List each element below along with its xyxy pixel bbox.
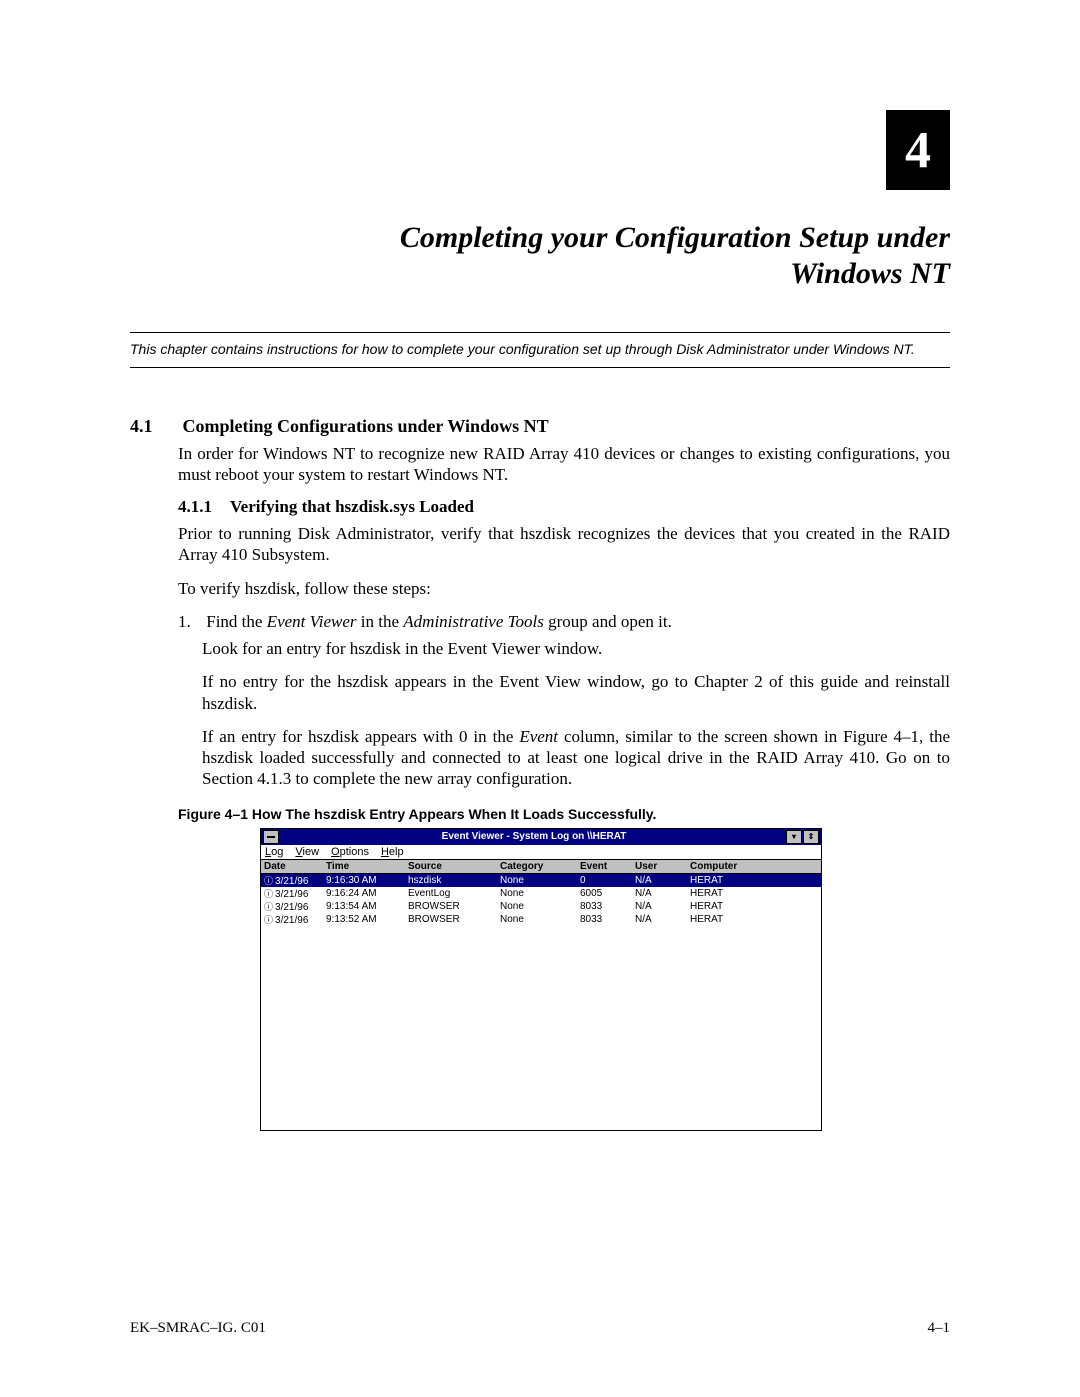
section-title: Completing Configurations under Windows … — [183, 416, 549, 436]
footer-right: 4–1 — [928, 1320, 951, 1337]
cell-computer: HERAT — [687, 873, 821, 887]
cell-computer: HERAT — [687, 913, 821, 926]
cell-date: 3/21/96 — [261, 873, 323, 887]
event-viewer-window: Event Viewer - System Log on \\HERAT Log… — [260, 828, 822, 1131]
table-row[interactable]: 3/21/969:16:30 AMhszdiskNone0N/AHERAT — [261, 873, 821, 887]
maximize-button[interactable] — [803, 830, 819, 844]
page: 4 Completing your Configuration Setup un… — [0, 0, 1080, 1397]
chapter-title: Completing your Configuration Setup unde… — [130, 220, 950, 292]
th-event[interactable]: Event — [577, 860, 632, 874]
cell-time: 9:13:52 AM — [323, 913, 405, 926]
chapter-title-line2: Windows NT — [790, 257, 950, 290]
section-4-1-1-p1: Prior to running Disk Administrator, ver… — [178, 523, 950, 566]
subsection-title: Verifying that hszdisk.sys Loaded — [230, 497, 474, 516]
p4-b: Event — [519, 727, 558, 746]
menu-help[interactable]: Help — [381, 846, 404, 858]
menu-log[interactable]: Log — [265, 846, 283, 858]
section-number: 4.1 — [130, 416, 178, 437]
step-marker: 1. — [178, 611, 202, 632]
step-1-text-b: Event Viewer — [267, 612, 357, 631]
cell-source: BROWSER — [405, 900, 497, 913]
minimize-button[interactable] — [786, 830, 802, 844]
cell-event: 8033 — [577, 900, 632, 913]
chapter-number-box: 4 — [886, 110, 950, 190]
cell-date: 3/21/96 — [261, 887, 323, 900]
cell-computer: HERAT — [687, 887, 821, 900]
th-date[interactable]: Date — [261, 860, 323, 874]
section-4-1-p1: In order for Windows NT to recognize new… — [178, 443, 950, 486]
section-4-1-1-p2: To verify hszdisk, follow these steps: — [178, 578, 950, 599]
cell-event: 8033 — [577, 913, 632, 926]
cell-user: N/A — [632, 887, 687, 900]
cell-time: 9:16:30 AM — [323, 873, 405, 887]
step-1-text-d: Administrative Tools — [403, 612, 544, 631]
th-source[interactable]: Source — [405, 860, 497, 874]
step-1-text-a: Find the — [206, 612, 266, 631]
step-1-text-e: group and open it. — [544, 612, 672, 631]
table-row[interactable]: 3/21/969:13:54 AMBROWSERNone8033N/AHERAT — [261, 900, 821, 913]
menu-options[interactable]: Options — [331, 846, 369, 858]
cell-computer: HERAT — [687, 900, 821, 913]
figure-caption: Figure 4–1 How The hszdisk Entry Appears… — [178, 806, 950, 822]
footer-left: EK–SMRAC–IG. C01 — [130, 1320, 266, 1337]
event-table: Date Time Source Category Event User Com… — [261, 860, 821, 926]
cell-user: N/A — [632, 900, 687, 913]
th-category[interactable]: Category — [497, 860, 577, 874]
titlebar: Event Viewer - System Log on \\HERAT — [261, 829, 821, 845]
section-4-1-1-p3: If no entry for the hszdisk appears in t… — [202, 671, 950, 714]
cell-date: 3/21/96 — [261, 913, 323, 926]
cell-time: 9:13:54 AM — [323, 900, 405, 913]
table-header-row: Date Time Source Category Event User Com… — [261, 860, 821, 874]
cell-category: None — [497, 887, 577, 900]
p4-a: If an entry for hszdisk appears with 0 i… — [202, 727, 519, 746]
cell-user: N/A — [632, 913, 687, 926]
cell-date: 3/21/96 — [261, 900, 323, 913]
rule-bottom — [130, 367, 950, 368]
chapter-title-line1: Completing your Configuration Setup unde… — [400, 221, 950, 254]
menubar: Log View Options Help — [261, 845, 821, 860]
cell-event: 0 — [577, 873, 632, 887]
cell-source: hszdisk — [405, 873, 497, 887]
cell-time: 9:16:24 AM — [323, 887, 405, 900]
cell-user: N/A — [632, 873, 687, 887]
section-4-1-1-heading: 4.1.1 Verifying that hszdisk.sys Loaded — [178, 497, 950, 517]
cell-source: BROWSER — [405, 913, 497, 926]
step-1-sub: Look for an entry for hszdisk in the Eve… — [202, 638, 950, 659]
step-1-text-c: in the — [357, 612, 404, 631]
table-row[interactable]: 3/21/969:13:52 AMBROWSERNone8033N/AHERAT — [261, 913, 821, 926]
section-4-1-heading: 4.1 Completing Configurations under Wind… — [130, 416, 950, 437]
chapter-number: 4 — [905, 121, 931, 180]
rule-top — [130, 332, 950, 333]
page-footer: EK–SMRAC–IG. C01 4–1 — [130, 1320, 950, 1337]
chapter-abstract: This chapter contains instructions for h… — [130, 341, 950, 359]
cell-category: None — [497, 913, 577, 926]
cell-source: EventLog — [405, 887, 497, 900]
cell-event: 6005 — [577, 887, 632, 900]
th-time[interactable]: Time — [323, 860, 405, 874]
table-row[interactable]: 3/21/969:16:24 AMEventLogNone6005N/AHERA… — [261, 887, 821, 900]
event-list: Date Time Source Category Event User Com… — [261, 860, 821, 1130]
th-computer[interactable]: Computer — [687, 860, 821, 874]
th-user[interactable]: User — [632, 860, 687, 874]
step-1: 1. Find the Event Viewer in the Administ… — [178, 611, 950, 632]
window-title: Event Viewer - System Log on \\HERAT — [283, 831, 785, 842]
cell-category: None — [497, 900, 577, 913]
subsection-number: 4.1.1 — [178, 497, 226, 517]
cell-category: None — [497, 873, 577, 887]
system-menu-icon[interactable] — [263, 830, 279, 844]
section-4-1-1-p4: If an entry for hszdisk appears with 0 i… — [202, 726, 950, 790]
menu-view[interactable]: View — [295, 846, 319, 858]
